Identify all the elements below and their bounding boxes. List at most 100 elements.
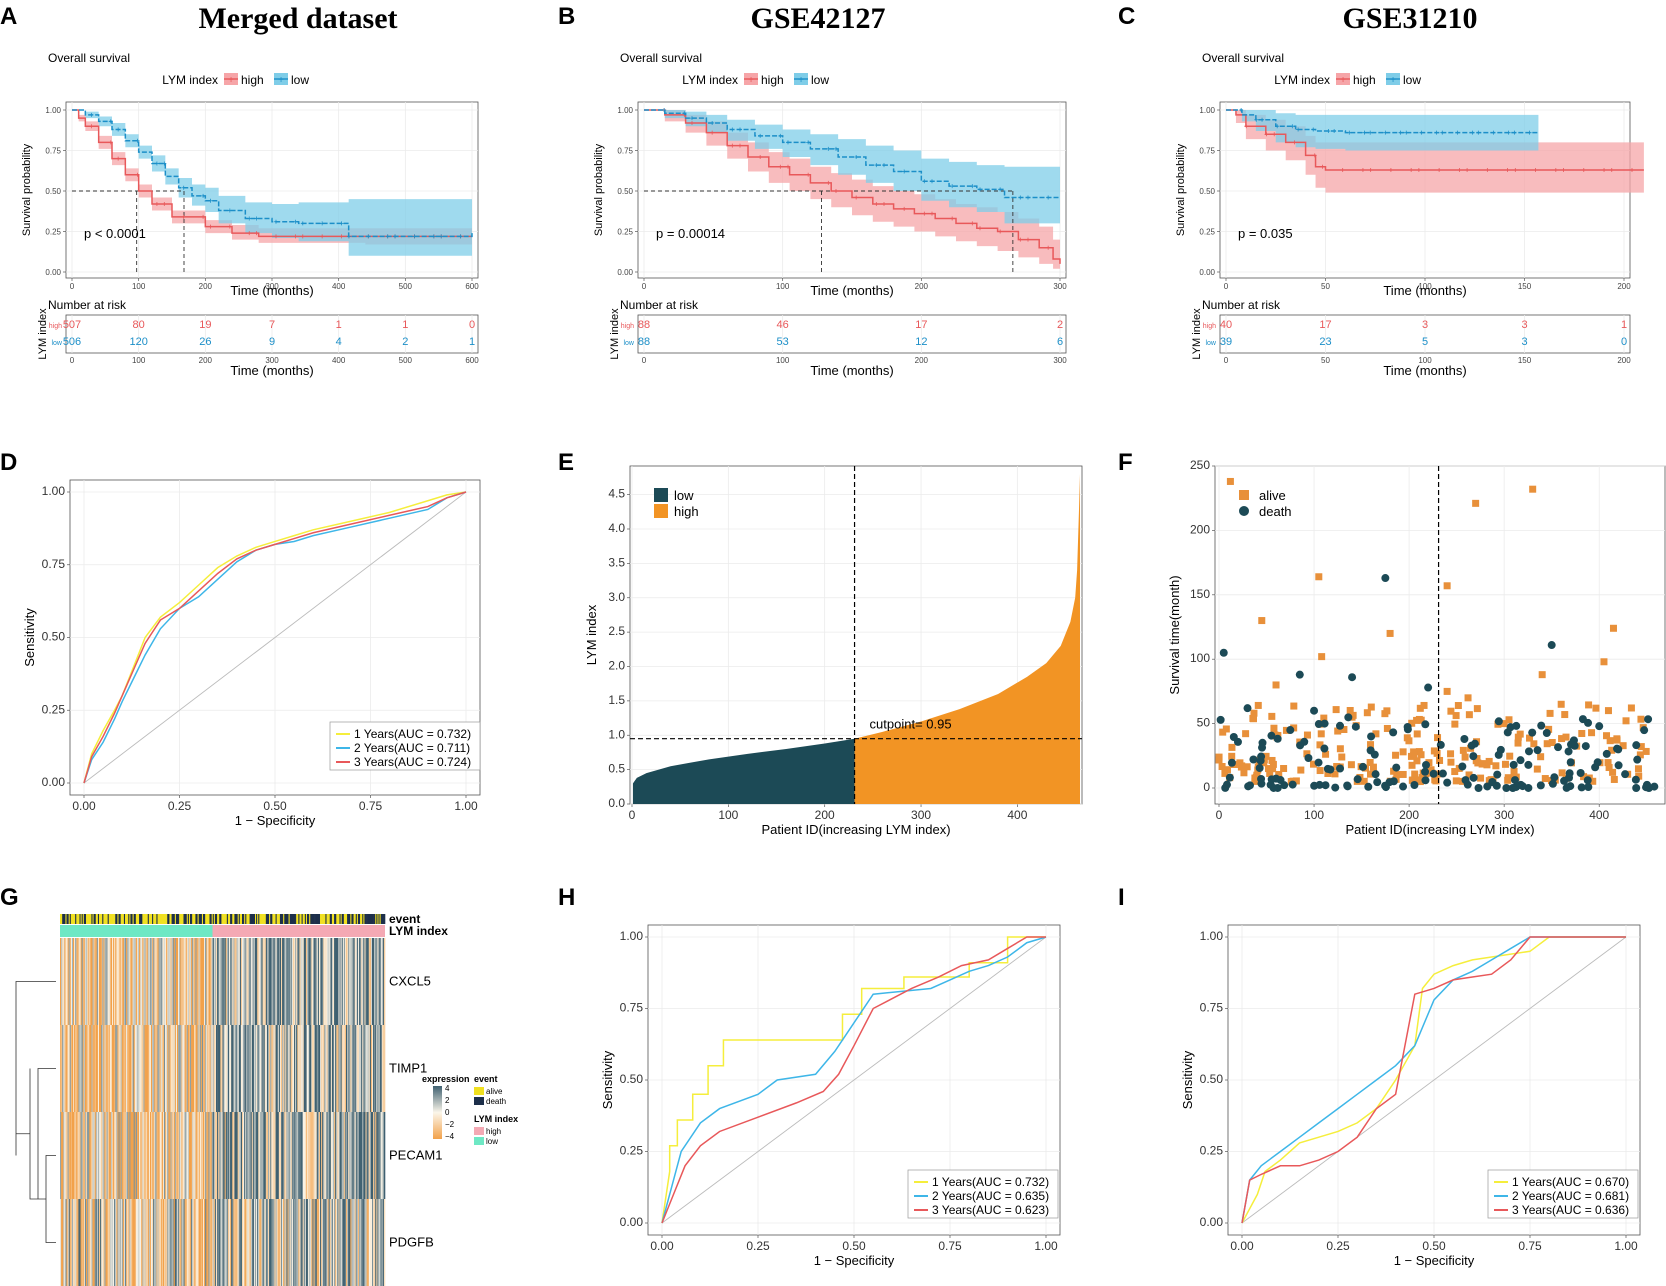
heatmap-cell (236, 938, 238, 1025)
scatter-point-alive (1268, 712, 1276, 720)
heatmap-cell (333, 1199, 335, 1286)
scatter-point-alive (1226, 477, 1234, 485)
y-tick-label: 2.5 (608, 624, 625, 638)
scatter-point-alive (1485, 757, 1493, 765)
scatter-point-alive (1433, 749, 1441, 757)
heatmap-cell (321, 1112, 323, 1199)
heatmap-cell (183, 1025, 185, 1112)
heatmap-cell (310, 1199, 312, 1286)
heatmap-cell (127, 1025, 129, 1112)
ci-band-low (72, 110, 472, 256)
heatmap-cell (246, 1112, 248, 1199)
expression-scale-tick: 4 (445, 1084, 450, 1093)
censor-mark (738, 143, 742, 148)
event-annotation-cell (251, 914, 254, 924)
censor-mark (930, 211, 934, 216)
heatmap-cell (294, 1199, 296, 1286)
scatter-point-death (1581, 742, 1590, 751)
event-annotation-cell (62, 914, 64, 924)
heatmap-cell (323, 1025, 325, 1112)
heatmap-cell (88, 938, 90, 1025)
heatmap-cell (270, 938, 272, 1025)
event-annotation-cell (136, 914, 139, 924)
event-annotation-cell (270, 914, 272, 924)
heatmap-cell (327, 1112, 329, 1199)
heatmap-cell (308, 1025, 310, 1112)
panel-label-f: F (1118, 449, 1133, 476)
heatmap-cell (128, 1199, 130, 1286)
scatter-point-death (1348, 673, 1357, 682)
heatmap-cell (216, 1199, 218, 1286)
censor-mark (1018, 237, 1023, 242)
heatmap-cell (245, 938, 247, 1025)
heatmap-cell (341, 1199, 344, 1286)
heatmap-cell (272, 938, 274, 1025)
heatmap-cell (82, 1025, 85, 1112)
heatmap-cell (352, 1025, 354, 1112)
heatmap-cell (323, 938, 325, 1025)
risk-count: 39 (1220, 336, 1232, 348)
event-annotation-cell (243, 914, 245, 924)
heatmap-cell (73, 1199, 75, 1286)
scatter-point-alive (1383, 724, 1391, 732)
censor-mark (346, 234, 351, 239)
heatmap-cell (340, 938, 342, 1025)
heatmap-cell (369, 1199, 372, 1286)
heatmap-cell (60, 938, 62, 1025)
heatmap-cell (131, 1112, 133, 1199)
heatmap-cell (86, 938, 88, 1025)
event-annotation-cell (156, 914, 158, 924)
heatmap-cell (71, 1112, 74, 1199)
scatter-point-alive (1416, 778, 1424, 786)
heatmap-cell (291, 938, 294, 1025)
heatmap-cell (288, 1112, 290, 1199)
heatmap-cell (383, 1112, 386, 1199)
heatmap-cell (230, 938, 232, 1025)
heatmap-cell (159, 1199, 162, 1286)
heatmap-cell (262, 1025, 264, 1112)
heatmap-cell (79, 1199, 81, 1286)
censor-mark (393, 234, 398, 239)
y-tick-label: 0.00 (42, 775, 66, 789)
event-annotation-cell (96, 914, 99, 924)
scatter-point-death (1516, 756, 1525, 765)
heatmap-cell (336, 1112, 338, 1199)
heatmap-cell (108, 938, 111, 1025)
risk-x-tick-label: 600 (465, 356, 479, 365)
heatmap-cell (117, 1112, 119, 1199)
heatmap-cell (188, 938, 191, 1025)
heatmap-cell (262, 1199, 264, 1286)
heatmap-cell (243, 938, 245, 1025)
censor-mark (1272, 132, 1277, 137)
heatmap-cell (203, 1025, 205, 1112)
censor-mark (826, 146, 831, 151)
event-annotation-cell (339, 914, 341, 924)
heatmap-cell (69, 1025, 72, 1112)
heatmap-cell (145, 938, 147, 1025)
event-annotation-cell (290, 914, 293, 924)
heatmap-cell (244, 1025, 246, 1112)
heatmap-cell (325, 1025, 327, 1112)
heatmap-cell (271, 938, 273, 1025)
heatmap-cell (338, 1199, 340, 1286)
censor-mark (1296, 127, 1301, 132)
scatter-point-alive (1603, 732, 1611, 740)
heatmap-cell (286, 1112, 288, 1199)
scatter-point-alive (1386, 629, 1394, 637)
censor-mark (1347, 130, 1352, 135)
event-annotation-cell (257, 914, 259, 924)
heatmap-cell (336, 1199, 338, 1286)
heatmap-cell (136, 1199, 139, 1286)
heatmap-cell (258, 1112, 260, 1199)
event-annotation-cell (79, 914, 81, 924)
heatmap-cell (316, 938, 319, 1025)
scatter-point-alive (1530, 740, 1538, 748)
legend-label-high: high (241, 73, 264, 87)
heatmap-cell (321, 938, 323, 1025)
event-annotation-cell (123, 914, 126, 924)
heatmap-cell (361, 938, 363, 1025)
event-annotation-cell (328, 914, 331, 924)
heatmap-cell (381, 1199, 384, 1286)
heatmap-cell (175, 1199, 178, 1286)
heatmap-cell (263, 1025, 266, 1112)
